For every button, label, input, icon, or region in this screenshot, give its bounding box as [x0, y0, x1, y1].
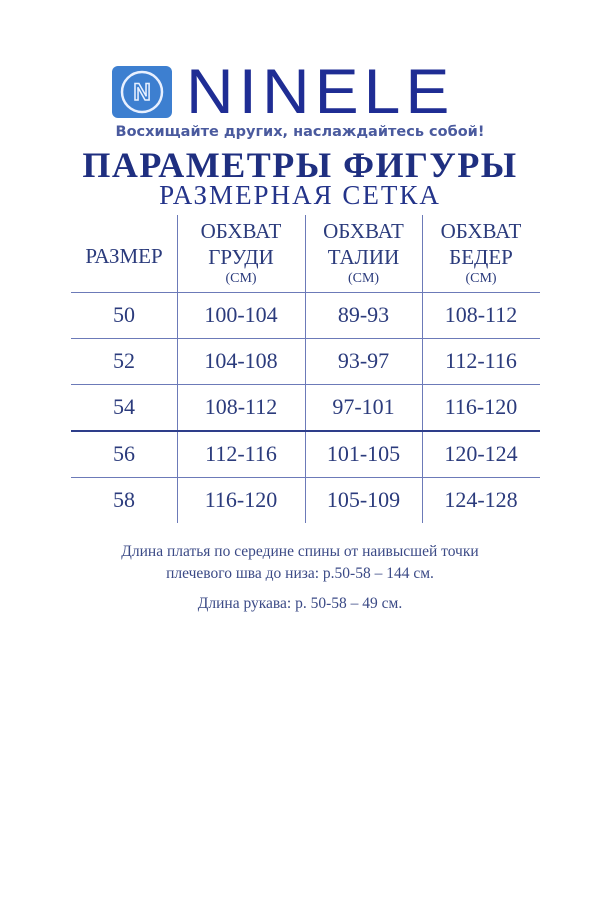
cell-waist: 93-97: [337, 348, 390, 373]
row-divider: [71, 384, 540, 385]
header-line: ОБХВАТ: [200, 219, 282, 243]
logo-n-emblem-icon: N: [120, 70, 164, 114]
header-line: ОБХВАТ: [440, 219, 522, 243]
header-size: РАЗМЕР: [85, 244, 163, 268]
cell-waist: 89-93: [337, 302, 390, 327]
brand-name: NINELE: [186, 55, 455, 127]
cell-size: 54: [113, 394, 135, 419]
cell-hips: 116-120: [444, 394, 518, 419]
cell-chest: 116-120: [204, 487, 278, 512]
dress-length-note: Длина платья по середине спины от наивыс…: [0, 541, 600, 585]
header-line: ОБХВАТ: [323, 219, 404, 243]
column-divider: [177, 215, 178, 523]
svg-text:N: N: [133, 79, 150, 106]
cell-waist: 97-101: [332, 394, 395, 419]
header-line: ТАЛИИ: [327, 245, 400, 269]
cell-size: 50: [113, 302, 135, 327]
cell-size: 56: [113, 441, 135, 466]
row-divider: [71, 338, 540, 339]
row-divider: [71, 292, 540, 293]
sleeve-length-note: Длина рукава: р. 50-58 – 49 см.: [197, 595, 403, 612]
column-divider: [422, 215, 423, 523]
row-divider: [71, 477, 540, 478]
header-waist: ОБХВАТ ТАЛИИ (СМ): [305, 218, 422, 288]
header-unit: (СМ): [225, 271, 257, 286]
header-hips: ОБХВАТ БЕДЕР (СМ): [422, 218, 540, 288]
page-title: ПАРАМЕТРЫ ФИГУРЫ: [82, 145, 518, 185]
note-line: Длина платья по середине спины от наивыс…: [121, 543, 479, 560]
cell-chest: 100-104: [204, 302, 278, 327]
cell-size: 58: [113, 487, 135, 512]
cell-hips: 112-116: [445, 348, 517, 373]
page-subtitle: РАЗМЕРНАЯ СЕТКА: [159, 180, 441, 210]
cell-chest: 112-116: [205, 441, 277, 466]
cell-hips: 124-128: [444, 487, 518, 512]
logo-icon: N: [112, 66, 172, 118]
header-chest: ОБХВАТ ГРУДИ (СМ): [177, 218, 305, 288]
cell-waist: 101-105: [326, 441, 401, 466]
cell-chest: 104-108: [204, 348, 278, 373]
note-line: плечевого шва до низа: р.50-58 – 144 см.: [166, 565, 434, 582]
cell-hips: 108-112: [444, 302, 518, 327]
header-unit: (СМ): [347, 271, 380, 286]
cell-chest: 108-112: [204, 394, 278, 419]
cell-waist: 105-109: [326, 487, 401, 512]
column-divider: [305, 215, 306, 523]
cell-hips: 120-124: [444, 441, 518, 466]
header-line: БЕДЕР: [449, 245, 513, 269]
tagline: Восхищайте других, наслаждайтесь собой!: [115, 124, 485, 140]
header-line: ГРУДИ: [208, 245, 274, 269]
row-divider: [71, 430, 540, 432]
cell-size: 52: [113, 348, 135, 373]
header-unit: (СМ): [465, 271, 497, 286]
